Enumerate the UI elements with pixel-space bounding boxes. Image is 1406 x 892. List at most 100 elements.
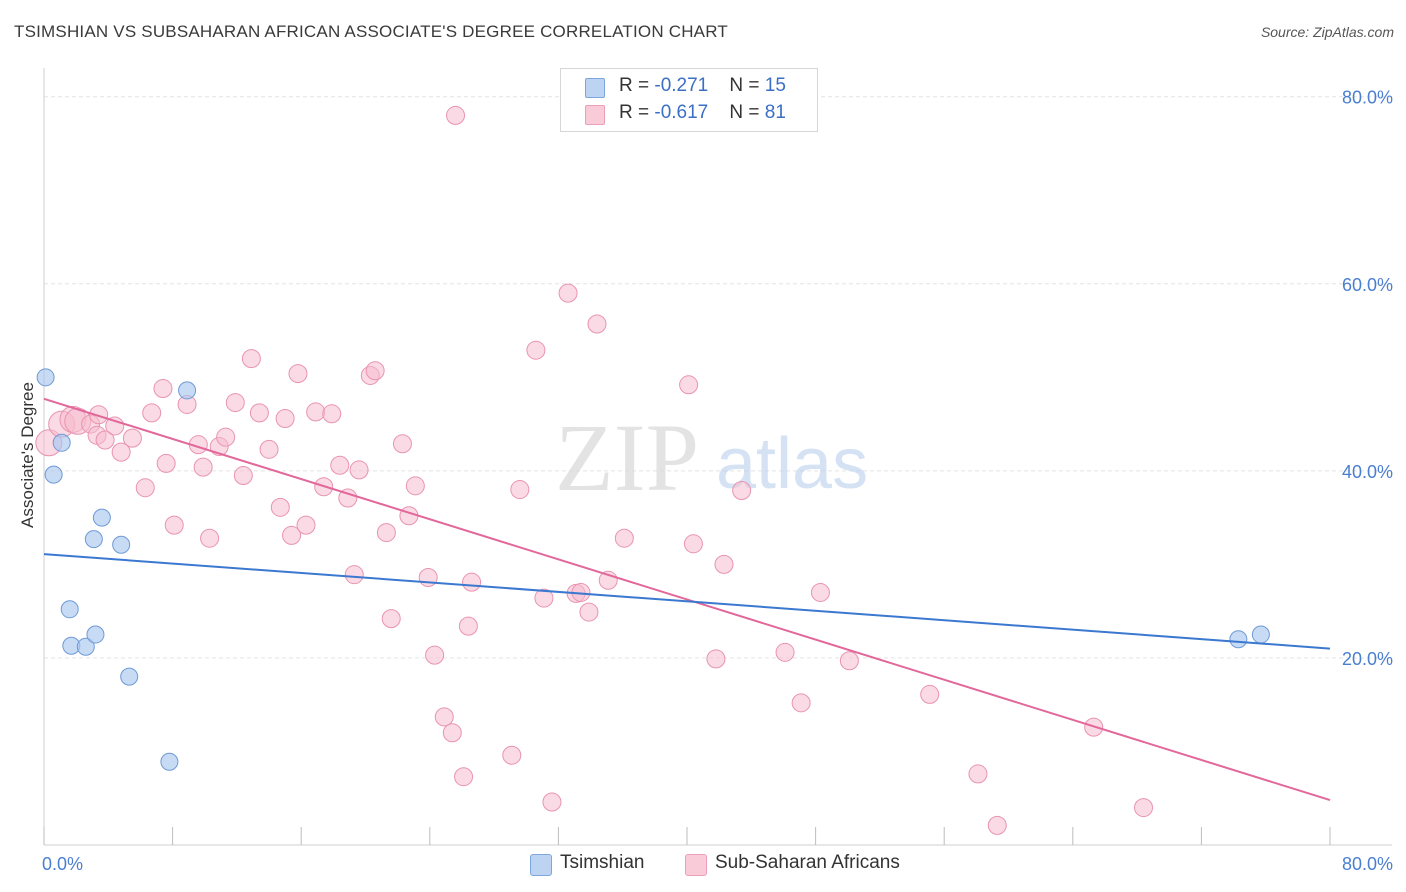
ssa-point (454, 767, 474, 787)
ssa-n-value: 81 (764, 102, 786, 123)
ssa-point (381, 609, 401, 629)
tsimshian-swatch (585, 78, 605, 98)
ssa-point (376, 523, 396, 543)
legend-label-ssa: Sub-Saharan Africans (715, 852, 900, 873)
legend-swatch-ssa (685, 854, 707, 876)
ssa-point (706, 649, 726, 669)
ssa-point (338, 488, 358, 508)
ssa-point (135, 478, 155, 498)
series-tsimshian-points (36, 368, 1270, 771)
tsimshian-point (84, 530, 103, 549)
ssa-point (233, 466, 253, 486)
ssa-swatch (585, 105, 605, 125)
ssa-point (502, 745, 522, 765)
watermark: ZIP atlas (555, 404, 868, 511)
ssa-point (434, 707, 454, 727)
ssa-r-label: R = (619, 102, 655, 123)
series-ssa-points (35, 105, 1154, 835)
grid-layer (44, 96, 1392, 659)
tsimshian-point (160, 752, 179, 771)
ssa-point (614, 528, 634, 548)
ssa-point (275, 408, 295, 428)
ssa-point (153, 379, 173, 399)
tsimshian-point (44, 465, 63, 484)
ssa-point (225, 393, 245, 413)
ssa-point (142, 403, 162, 423)
tsimshian-point (36, 368, 55, 387)
ssa-point (193, 457, 213, 477)
ssa-n-label: N = (729, 102, 765, 123)
tsimshian-point (1251, 625, 1270, 644)
ssa-point (122, 428, 142, 448)
y-tick-label: 40.0% (1342, 462, 1393, 482)
ssa-point (558, 283, 578, 303)
ssa-point (920, 684, 940, 704)
ssa-point (405, 476, 425, 496)
ssa-point (111, 442, 131, 462)
tsimshian-n-label: N = (729, 75, 765, 96)
tsimshian-point (86, 625, 105, 644)
ssa-point (1134, 798, 1154, 818)
ssa-point (458, 616, 478, 636)
tsimshian-r-value: -0.271 (654, 75, 709, 96)
ssa-point (89, 405, 109, 425)
tsimshian-point (76, 637, 95, 656)
y-axis-label: Associate's Degree (18, 382, 37, 528)
ssa-r-value: -0.617 (654, 102, 709, 123)
tsimshian-point (92, 508, 111, 527)
tsimshian-point (52, 433, 71, 452)
ssa-point (425, 645, 445, 665)
ssa-point (392, 434, 412, 454)
ssa-point (775, 642, 795, 662)
ssa-point (306, 402, 326, 422)
ssa-point (330, 455, 350, 475)
tsimshian-point (120, 667, 139, 686)
ssa-point (270, 497, 290, 517)
tsimshian-point (112, 535, 131, 554)
ssa-point (399, 506, 419, 526)
ssa-point (714, 554, 734, 574)
ssa-point (526, 340, 546, 360)
x-tick-label: 80.0% (1342, 854, 1393, 874)
watermark-zip: ZIP (555, 404, 699, 511)
ssa-point (579, 602, 599, 622)
ssa-point (288, 364, 308, 384)
ssa-trend-line (43, 397, 1331, 802)
ssa-point (349, 460, 369, 480)
trend-lines (43, 397, 1331, 802)
ssa-point (216, 427, 236, 447)
ssa-point (791, 693, 811, 713)
ssa-point (987, 815, 1007, 835)
tsimshian-point (1229, 630, 1248, 649)
stats-legend: R = -0.271 N = 15 R = -0.617 N = 81 (560, 68, 818, 132)
ssa-point (534, 588, 554, 608)
tsimshian-point (60, 600, 79, 619)
tick-labels: 20.0% 40.0% 60.0% 80.0% 0.0% 80.0% (42, 88, 1393, 874)
ssa-point (259, 439, 279, 459)
ssa-point (156, 453, 176, 473)
ssa-point (462, 572, 482, 592)
legend-label-tsimshian: Tsimshian (560, 852, 645, 873)
ssa-point (839, 651, 859, 671)
axis-layer (43, 68, 1392, 846)
ssa-point (344, 565, 364, 585)
ssa-point (683, 534, 703, 554)
ssa-point (442, 723, 462, 743)
ssa-point (296, 515, 316, 535)
legend-swatch-tsimshian (530, 854, 552, 876)
ssa-point (679, 375, 699, 395)
ssa-point (241, 349, 261, 369)
ssa-point (282, 525, 302, 545)
chart-title: TSIMSHIAN VS SUBSAHARAN AFRICAN ASSOCIAT… (14, 22, 728, 41)
y-tick-label: 80.0% (1342, 88, 1393, 108)
source-label: Source: ZipAtlas.com (1260, 24, 1394, 40)
ssa-point (810, 582, 830, 602)
tsimshian-point (178, 381, 197, 400)
ssa-point (732, 480, 752, 500)
ssa-point (542, 792, 562, 812)
ssa-point (322, 404, 342, 424)
x-tick-label: 0.0% (42, 854, 83, 874)
ssa-point (365, 361, 385, 381)
ssa-point (200, 528, 220, 548)
